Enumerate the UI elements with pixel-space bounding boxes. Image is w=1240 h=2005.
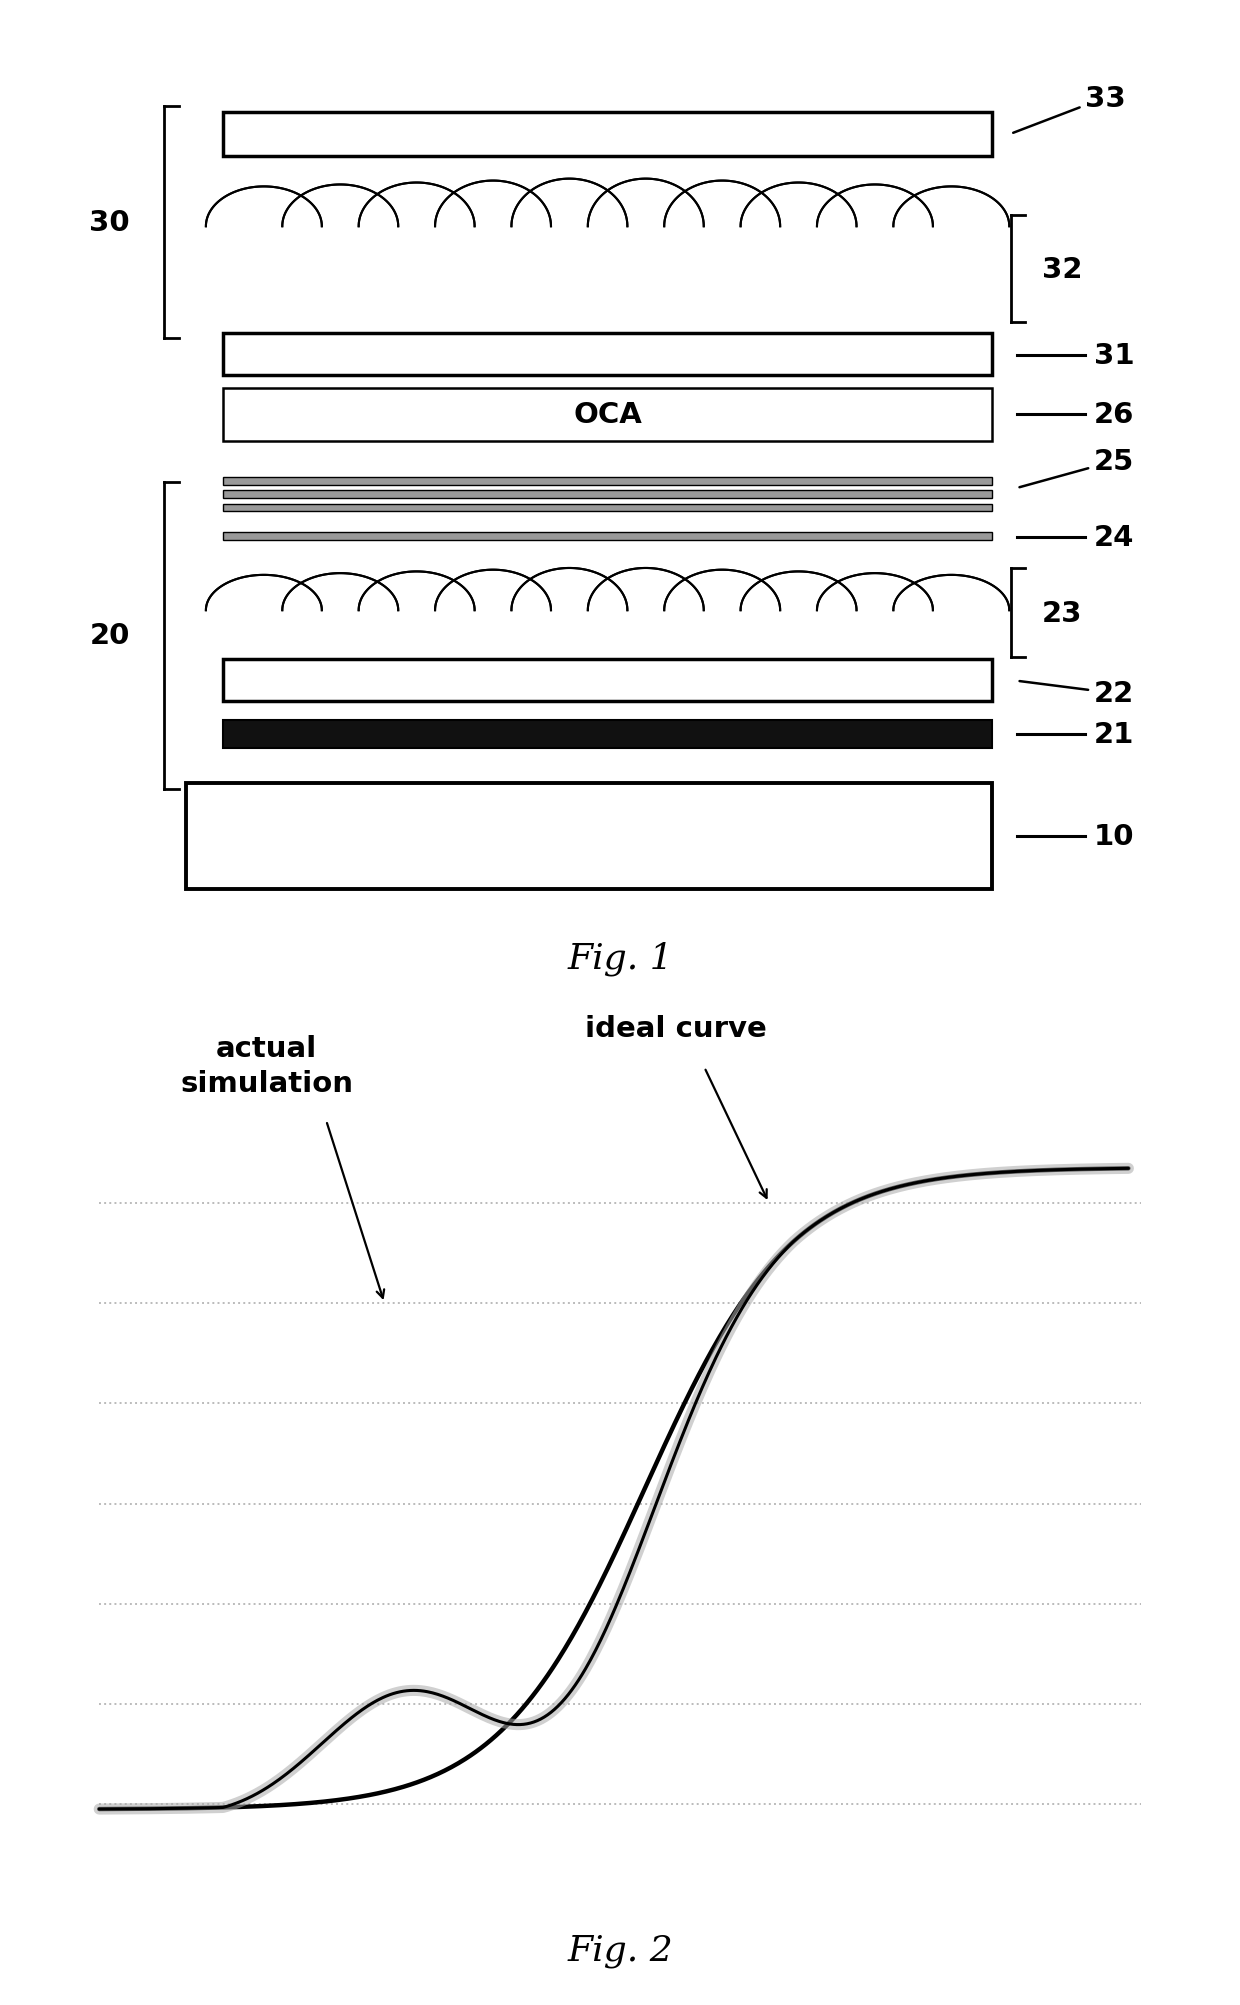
Text: 21: 21 [1094,720,1135,748]
Text: 33: 33 [1013,84,1126,134]
FancyBboxPatch shape [223,660,992,702]
FancyBboxPatch shape [186,784,992,890]
Text: simulation: simulation [180,1071,353,1099]
Text: 26: 26 [1094,401,1135,429]
FancyBboxPatch shape [223,477,992,485]
FancyBboxPatch shape [223,112,992,156]
FancyBboxPatch shape [223,505,992,511]
Text: 10: 10 [1094,822,1135,850]
Text: 31: 31 [1094,341,1135,369]
Text: 23: 23 [1042,599,1083,628]
Text: 20: 20 [89,622,130,650]
FancyBboxPatch shape [223,533,992,541]
Text: 32: 32 [1042,255,1083,283]
Text: 30: 30 [89,209,130,237]
FancyBboxPatch shape [223,389,992,441]
Text: 22: 22 [1019,680,1133,708]
Text: 25: 25 [1019,447,1133,487]
Text: Fig. 1: Fig. 1 [567,942,673,976]
Text: Fig. 2: Fig. 2 [567,1933,673,1967]
FancyBboxPatch shape [223,491,992,499]
FancyBboxPatch shape [223,333,992,377]
FancyBboxPatch shape [223,720,992,748]
Text: ideal curve: ideal curve [585,1015,766,1043]
Text: OCA: OCA [573,401,642,429]
Text: 24: 24 [1094,523,1135,551]
Text: actual: actual [216,1035,317,1063]
